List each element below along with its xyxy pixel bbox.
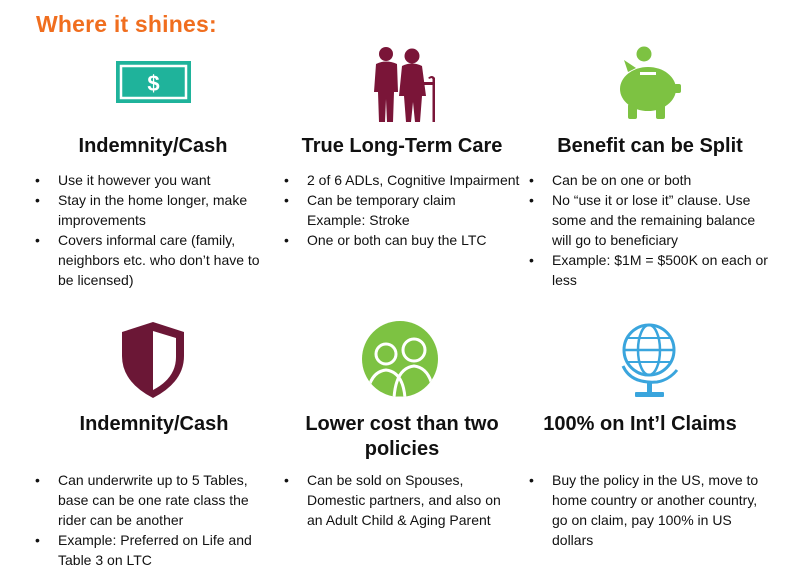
dollar-bill-icon: $ — [116, 61, 191, 103]
bullet-item: Can underwrite up to 5 Tables, base can … — [33, 470, 265, 530]
feature-heading: Indemnity/Cash — [78, 135, 228, 157]
bullet-item: Can be temporary claim Example: Stroke — [282, 190, 482, 230]
feature-heading: Indemnity/Cash — [79, 413, 229, 435]
feature-bullet-list: Can be sold on Spouses, Domestic partner… — [282, 470, 507, 530]
shield-icon — [122, 322, 184, 398]
page-title: Where it shines: — [36, 11, 217, 37]
bullet-item: Stay in the home longer, make improvemen… — [33, 190, 268, 230]
bullet-item: Covers informal care (family, neighbors … — [33, 230, 268, 290]
bullet-item: One or both can buy the LTC — [282, 230, 522, 250]
feature-bullet-list: Can be on one or both No “use it or lose… — [527, 170, 777, 290]
bullet-item: Can be sold on Spouses, Domestic partner… — [282, 470, 507, 530]
feature-heading: 100% on Int’l Claims — [543, 413, 737, 435]
feature-heading: Lower cost than two policies — [305, 413, 499, 460]
bullet-item: Example: Preferred on Life and Table 3 o… — [33, 530, 265, 570]
feature-bullet-list: Can underwrite up to 5 Tables, base can … — [33, 470, 265, 570]
feature-heading: Benefit can be Split — [557, 135, 743, 157]
feature-bullet-list: 2 of 6 ADLs, Cognitive Impairment Can be… — [282, 170, 522, 250]
bullet-item: No “use it or lose it” clause. Use some … — [527, 190, 777, 250]
feature-bullet-list: Buy the policy in the US, move to home c… — [527, 470, 772, 550]
bullet-item: Example: $1M = $500K on each or less — [527, 250, 777, 290]
bullet-item: Buy the policy in the US, move to home c… — [527, 470, 772, 550]
family-icon — [362, 321, 438, 397]
feature-heading: True Long-Term Care — [301, 135, 503, 157]
bullet-item: 2 of 6 ADLs, Cognitive Impairment — [282, 170, 522, 190]
svg-text:$: $ — [147, 71, 159, 96]
feature-bullet-list: Use it however you want Stay in the home… — [33, 170, 268, 290]
globe-icon — [621, 323, 679, 397]
bullet-item: Use it however you want — [33, 170, 268, 190]
elderly-couple-icon — [374, 47, 435, 122]
piggy-bank-icon — [620, 46, 681, 119]
bullet-item: Can be on one or both — [527, 170, 777, 190]
